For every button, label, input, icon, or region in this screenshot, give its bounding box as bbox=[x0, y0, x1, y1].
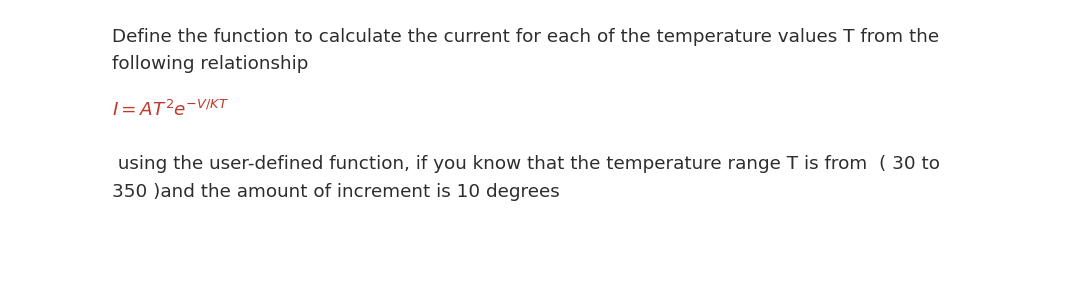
Text: using the user-defined function, if you know that the temperature range T is fro: using the user-defined function, if you … bbox=[112, 155, 940, 173]
Text: $\mathit{I} = \mathit{A}\mathit{T}^{2}\mathit{e}^{-\mathit{V}/\mathit{K}\mathit{: $\mathit{I} = \mathit{A}\mathit{T}^{2}\m… bbox=[112, 100, 229, 120]
Text: following relationship: following relationship bbox=[112, 55, 309, 73]
Text: 350 )and the amount of increment is 10 degrees: 350 )and the amount of increment is 10 d… bbox=[112, 183, 559, 201]
Text: Define the function to calculate the current for each of the temperature values : Define the function to calculate the cur… bbox=[112, 28, 940, 46]
